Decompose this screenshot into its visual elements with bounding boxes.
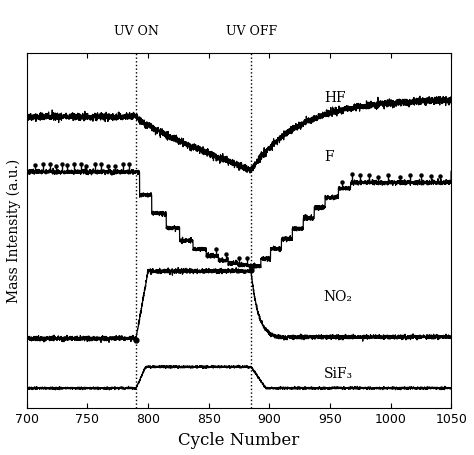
Y-axis label: Mass Intensity (a.u.): Mass Intensity (a.u.) (7, 159, 21, 303)
Text: F: F (324, 150, 334, 163)
X-axis label: Cycle Number: Cycle Number (178, 431, 300, 448)
Text: UV OFF: UV OFF (226, 25, 277, 38)
Text: HF: HF (324, 91, 346, 105)
Text: SiF₃: SiF₃ (324, 366, 353, 380)
Text: NO₂: NO₂ (324, 289, 353, 303)
Text: UV ON: UV ON (114, 25, 158, 38)
